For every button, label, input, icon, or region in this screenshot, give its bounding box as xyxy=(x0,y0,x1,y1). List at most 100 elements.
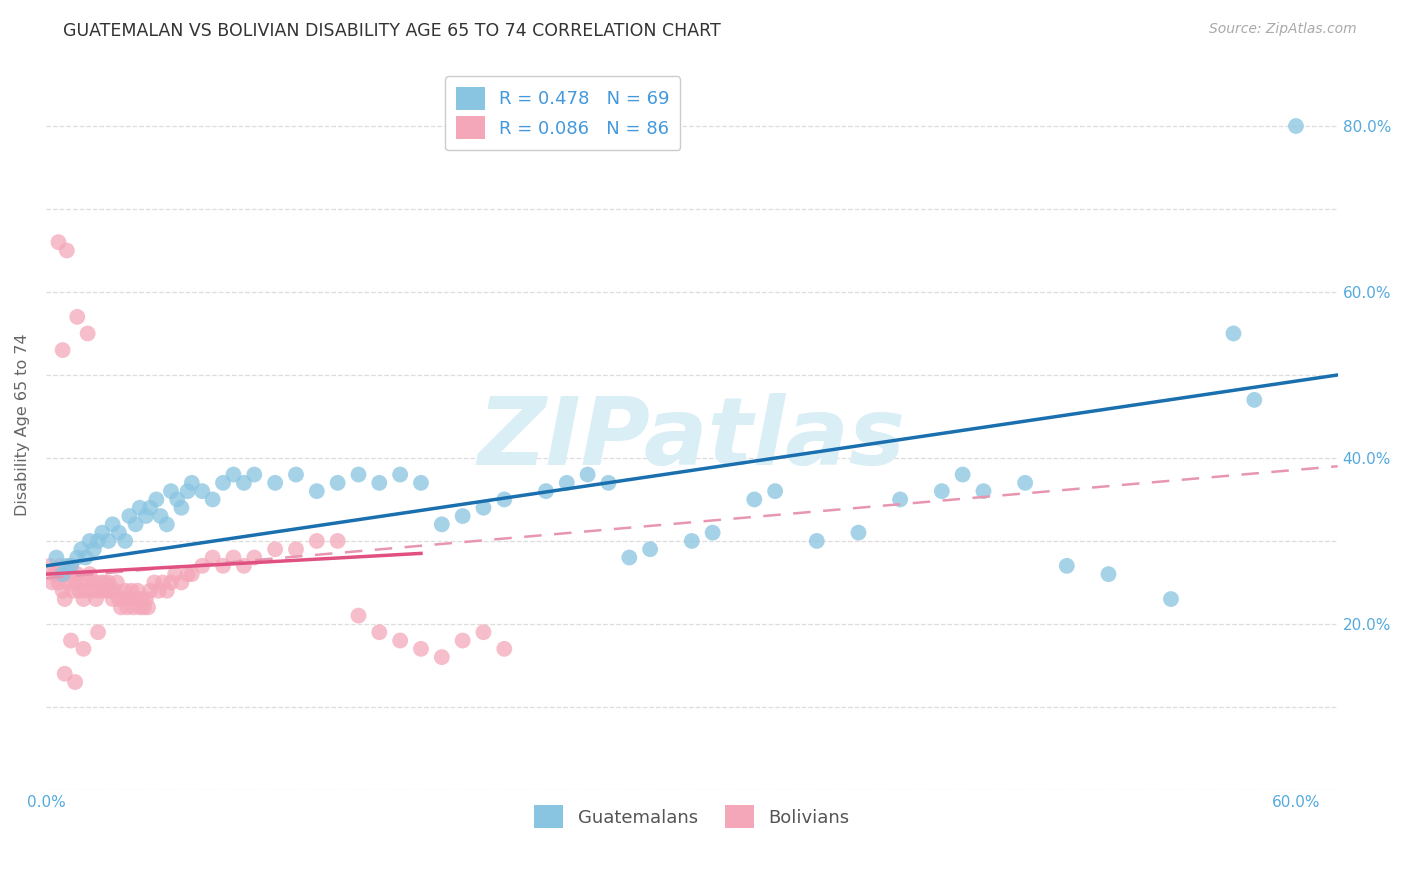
Point xyxy=(494,641,516,656)
Point xyxy=(326,533,349,548)
Point xyxy=(39,558,62,573)
Point xyxy=(148,583,170,598)
Point xyxy=(1160,592,1182,607)
Point xyxy=(451,509,474,524)
Point xyxy=(931,484,953,499)
Point xyxy=(243,550,266,565)
Point xyxy=(889,492,911,507)
Point xyxy=(118,592,141,607)
Point xyxy=(264,475,287,490)
Point xyxy=(243,467,266,482)
Point xyxy=(59,558,82,573)
Point xyxy=(114,533,136,548)
Point xyxy=(430,517,453,532)
Point xyxy=(79,567,101,582)
Point xyxy=(67,583,90,598)
Point xyxy=(132,600,155,615)
Point xyxy=(136,600,159,615)
Point xyxy=(156,517,179,532)
Point xyxy=(763,484,786,499)
Point xyxy=(124,592,146,607)
Point xyxy=(347,467,370,482)
Point xyxy=(285,467,308,482)
Point xyxy=(76,326,98,341)
Point xyxy=(91,583,114,598)
Point xyxy=(152,575,174,590)
Point xyxy=(97,533,120,548)
Point xyxy=(56,244,79,258)
Point xyxy=(232,475,254,490)
Point xyxy=(59,558,82,573)
Point xyxy=(79,533,101,548)
Text: ZIPatlas: ZIPatlas xyxy=(478,393,905,485)
Point xyxy=(576,467,599,482)
Point xyxy=(201,550,224,565)
Point xyxy=(100,583,122,598)
Point xyxy=(952,467,974,482)
Point xyxy=(305,533,328,548)
Point xyxy=(368,625,391,640)
Point xyxy=(44,567,66,582)
Point xyxy=(83,575,105,590)
Point xyxy=(326,475,349,490)
Point xyxy=(120,583,142,598)
Point xyxy=(305,484,328,499)
Point xyxy=(66,567,89,582)
Point xyxy=(66,310,89,324)
Point xyxy=(347,608,370,623)
Point xyxy=(191,558,214,573)
Point xyxy=(115,600,138,615)
Point xyxy=(53,666,76,681)
Point xyxy=(58,567,80,582)
Point xyxy=(222,467,245,482)
Point xyxy=(139,500,162,515)
Point xyxy=(108,525,131,540)
Point xyxy=(128,500,150,515)
Point xyxy=(409,475,432,490)
Point xyxy=(105,575,128,590)
Point xyxy=(176,484,198,499)
Point xyxy=(430,650,453,665)
Point xyxy=(52,343,75,357)
Point xyxy=(166,492,188,507)
Point xyxy=(48,235,70,250)
Point xyxy=(191,484,214,499)
Point xyxy=(143,575,166,590)
Point xyxy=(638,542,661,557)
Point xyxy=(1285,119,1308,133)
Point xyxy=(56,558,79,573)
Point xyxy=(84,592,107,607)
Point xyxy=(201,492,224,507)
Point xyxy=(451,633,474,648)
Point xyxy=(212,558,235,573)
Point xyxy=(53,592,76,607)
Point xyxy=(1222,326,1244,341)
Point xyxy=(76,575,98,590)
Point xyxy=(124,517,146,532)
Point xyxy=(472,500,495,515)
Point xyxy=(389,467,412,482)
Legend: Guatemalans, Bolivians: Guatemalans, Bolivians xyxy=(527,798,856,836)
Point xyxy=(104,583,127,598)
Point xyxy=(93,575,115,590)
Y-axis label: Disability Age 65 to 74: Disability Age 65 to 74 xyxy=(15,334,30,516)
Point xyxy=(1014,475,1036,490)
Point xyxy=(45,550,67,565)
Point xyxy=(742,492,765,507)
Point xyxy=(139,583,162,598)
Point xyxy=(555,475,578,490)
Point xyxy=(80,583,103,598)
Point xyxy=(212,475,235,490)
Point xyxy=(56,575,79,590)
Point xyxy=(160,484,183,499)
Point xyxy=(128,600,150,615)
Point xyxy=(118,509,141,524)
Point xyxy=(83,542,105,557)
Point xyxy=(681,533,703,548)
Point xyxy=(63,575,86,590)
Point xyxy=(70,542,93,557)
Point xyxy=(96,583,118,598)
Point xyxy=(122,600,145,615)
Point xyxy=(63,675,86,690)
Point xyxy=(97,575,120,590)
